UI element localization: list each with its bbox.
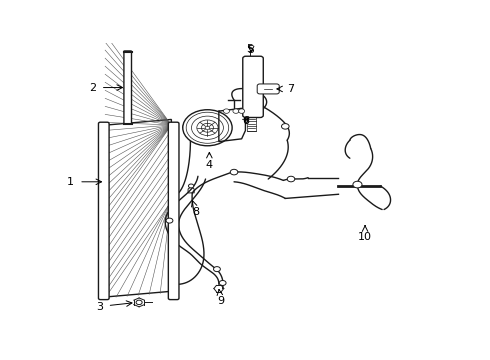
Circle shape (166, 218, 173, 223)
Text: 5: 5 (247, 45, 255, 55)
Polygon shape (107, 120, 172, 297)
Text: 10: 10 (358, 232, 372, 242)
Circle shape (183, 110, 232, 146)
Circle shape (230, 169, 238, 175)
Text: 1: 1 (67, 177, 74, 187)
Polygon shape (219, 108, 245, 141)
Circle shape (239, 109, 245, 113)
Circle shape (223, 109, 229, 113)
Text: 5: 5 (246, 44, 253, 54)
FancyBboxPatch shape (124, 51, 131, 124)
Text: 9: 9 (217, 296, 224, 306)
Circle shape (287, 176, 295, 182)
Circle shape (353, 181, 362, 188)
Text: 6: 6 (242, 116, 249, 126)
FancyBboxPatch shape (98, 122, 109, 300)
Circle shape (219, 280, 226, 285)
Text: 2: 2 (89, 82, 96, 93)
Circle shape (214, 267, 220, 271)
Text: 8: 8 (193, 207, 199, 217)
FancyBboxPatch shape (257, 84, 279, 94)
Text: 7: 7 (288, 84, 294, 94)
FancyBboxPatch shape (169, 122, 179, 300)
Circle shape (136, 300, 142, 305)
Circle shape (233, 109, 239, 113)
Circle shape (189, 184, 194, 188)
Text: 4: 4 (206, 160, 213, 170)
FancyBboxPatch shape (243, 56, 263, 117)
Text: 3: 3 (96, 302, 103, 311)
Circle shape (281, 123, 289, 129)
